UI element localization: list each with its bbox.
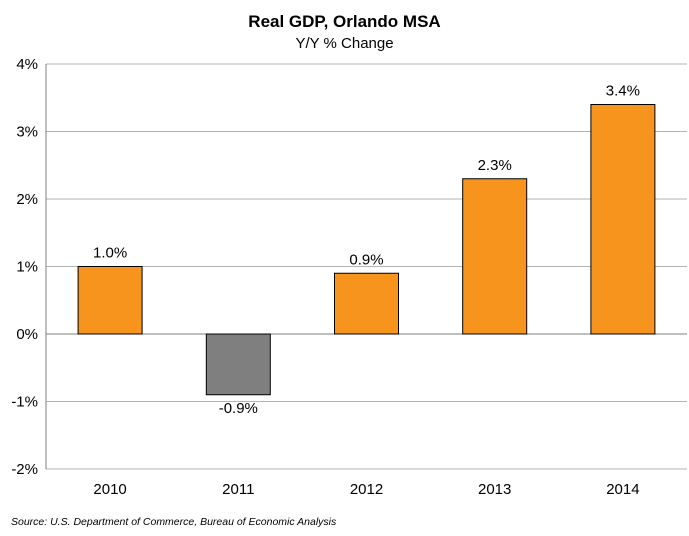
x-tick-label: 2014 bbox=[606, 481, 639, 498]
bar-2012 bbox=[334, 272, 399, 335]
y-tick-label: 3% bbox=[16, 124, 38, 141]
data-label: 0.9% bbox=[349, 251, 383, 268]
x-tick-label: 2011 bbox=[222, 481, 254, 498]
y-tick-label: 0% bbox=[16, 326, 38, 343]
x-tick-label: 2010 bbox=[93, 481, 126, 498]
x-tick-label: 2012 bbox=[350, 481, 383, 498]
y-tick-label: 2% bbox=[16, 191, 38, 208]
source-note: Source: U.S. Department of Commerce, Bur… bbox=[11, 516, 337, 528]
bar-2014 bbox=[590, 104, 656, 335]
y-tick-label: 1% bbox=[16, 259, 38, 276]
bars bbox=[77, 104, 656, 396]
data-label: 1.0% bbox=[93, 245, 127, 262]
data-label: -0.9% bbox=[219, 400, 258, 417]
gridlines bbox=[46, 63, 687, 470]
data-label: 2.3% bbox=[478, 157, 512, 174]
y-tick-label: 4% bbox=[16, 56, 38, 73]
bar-2011 bbox=[205, 333, 271, 396]
data-label: 3.4% bbox=[606, 83, 640, 100]
x-tick-label: 2013 bbox=[478, 481, 511, 498]
bar-2013 bbox=[462, 178, 528, 335]
y-tick-label: -1% bbox=[11, 394, 38, 411]
bar-2010 bbox=[77, 266, 143, 335]
y-tick-label: -2% bbox=[11, 461, 38, 478]
chart-title: Real GDP, Orlando MSA bbox=[248, 12, 441, 31]
chart-subtitle: Y/Y % Change bbox=[295, 35, 394, 52]
labels: 4% 3% 2% 1% 0% -1% -2% 1.0% 2010 -0.9% 2011 0.9% 201… bbox=[11, 56, 640, 498]
